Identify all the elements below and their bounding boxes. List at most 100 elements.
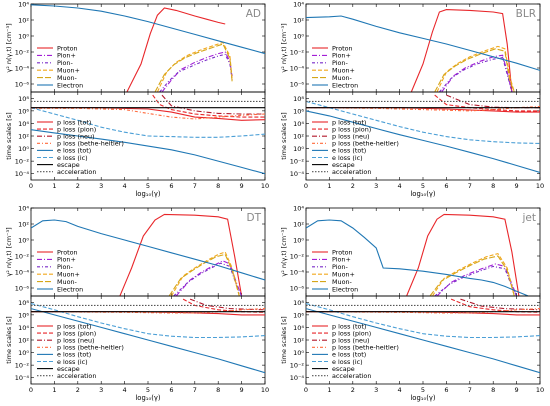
legend-label: p loss (tot) [57,322,91,330]
y-axis-label: γ² n(γ,t) [cm⁻³] [5,23,13,72]
x-tick-label: 9 [515,386,519,394]
x-tick-label: 0 [304,182,308,190]
x-tick-label: 10 [536,386,544,394]
legend-label: Muon- [332,74,352,82]
y-tick-label: 10⁸ [18,299,29,307]
x-tick-label: 10 [536,182,544,190]
series-line-muon- [156,41,233,92]
series-line-muon- [154,43,233,92]
x-tick-label: 7 [468,386,472,394]
series-line-muon- [429,255,515,296]
y-tick-label: 10⁻² [15,362,30,370]
legend-label: p loss (bethe-heitler) [332,344,399,352]
series-line-p-loss-neu- [189,298,265,311]
series-line-e-loss-ic- [31,302,265,339]
x-tick-label: 3 [374,386,378,394]
x-tick-label: 4 [398,386,402,394]
y-tick-label: 10⁻⁶ [290,81,305,89]
x-tick-label: 2 [351,386,355,394]
series-line-e-loss-ic- [31,107,265,138]
series-line-muon- [170,251,240,296]
legend-label: Pion- [57,59,73,67]
legend-label: escape [57,161,80,169]
legend-label: p loss (neu) [57,133,94,141]
series-line-muon- [434,48,515,92]
x-tick-label: 1 [327,386,331,394]
legend-label: p loss (pion) [332,329,371,337]
legend-label: Muon+ [332,271,355,279]
y-tick-label: 10⁻⁴ [290,374,305,382]
y-tick-label: 10⁰ [18,145,29,153]
x-axis-label: log₁₀(γ) [410,190,435,198]
legend-label: Pion- [332,263,348,271]
x-tick-label: 6 [444,386,448,394]
y-tick-label: 10⁻⁶ [15,285,30,293]
series-group [31,213,265,296]
legend-label: acceleration [332,372,371,380]
legend-label: p loss (tot) [332,118,366,126]
y-axis-label: γ² n(γ,t) [cm⁻³] [280,227,288,276]
legend-label: Proton [332,44,353,52]
y-tick-label: 10² [293,17,304,25]
series-line-e-loss-ic- [306,100,540,145]
series-line-e-loss-tot- [31,129,265,175]
y-tick-label: 10⁴ [18,120,29,128]
series-line-e-loss-tot- [31,308,265,374]
x-tick-label: 10 [261,182,269,190]
x-tick-label: 4 [123,386,127,394]
y-tick-label: 10² [293,133,304,141]
y-tick-label: 10⁰ [18,237,29,245]
x-tick-label: 2 [351,182,355,190]
legend-label: Proton [57,248,78,256]
x-tick-label: 3 [99,386,103,394]
y-axis-label: γ² n(γ,t) [cm⁻³] [5,227,13,276]
series-line-p-loss-bethe-heitler- [31,308,265,314]
series-line-proton [410,9,513,92]
x-tick-label: 7 [193,386,197,394]
y-tick-label: 10⁻² [290,49,305,57]
series-line-pion- [159,53,233,92]
series-group [306,9,540,92]
y-tick-label: 10⁻² [15,158,30,166]
legend-label: p loss (bethe-heitler) [57,140,124,148]
y-tick-label: 10⁰ [18,349,29,357]
y-tick-label: 10⁻² [290,253,305,261]
series-line-electron [31,4,265,55]
legend-label: Electron [57,81,83,89]
y-tick-label: 10⁴ [18,1,29,9]
legend-label: Muon- [57,278,77,286]
x-tick-label: 6 [444,182,448,190]
y-tick-label: 10⁸ [293,299,304,307]
x-tick-label: 5 [421,386,425,394]
legend-label: p loss (pion) [57,329,96,337]
panel-jet: 10⁴ 10² 10⁰ 10⁻² 10⁻⁴ 10⁻⁶ γ² n(γ,t) [cm⁻³] Pro… [280,205,544,403]
y-axis-label: time scales [s] [5,316,13,363]
y-tick-label: 10⁻⁴ [15,65,30,73]
y-tick-label: 10² [18,133,29,141]
y-tick-label: 10⁻⁴ [290,269,305,277]
legend-label: escape [332,365,355,373]
legend-label: p loss (neu) [57,337,94,345]
legend-label: p loss (tot) [332,322,366,330]
y-tick-label: 10⁻⁴ [15,170,30,178]
y-tick-label: 10⁶ [293,107,304,115]
y-axis-label: time scales [s] [280,316,288,363]
series-line-pion- [438,56,513,92]
series-line-e-loss-tot- [306,110,540,174]
bottom-subplot: 10⁸ 10⁶ 10⁴ 10² 10⁰ 10⁻² 10⁻⁴ time scales [s] p … [5,91,266,181]
x-tick-label: 8 [491,182,495,190]
legend-label: Pion+ [57,256,76,264]
y-axis-label: time scales [s] [280,112,288,159]
top-subplot: 10⁴ 10² 10⁰ 10⁻² 10⁻⁴ 10⁻⁶ γ² n(γ,t) [cm⁻³] Pro… [280,205,541,297]
legend-label: p loss (bethe-heitler) [332,140,399,148]
y-tick-label: 10⁻² [290,158,305,166]
top-subplot: 10⁴ 10² 10⁰ 10⁻² 10⁻⁴ 10⁻⁶ γ² n(γ,t) [cm⁻³] Pro… [280,1,541,93]
legend-label: Pion- [332,59,348,67]
y-tick-label: 10⁻⁶ [15,81,30,89]
x-tick-label: 6 [169,182,173,190]
panel-label: AD [246,8,261,20]
legend-label: e loss (tot) [57,351,91,359]
y-tick-label: 10⁴ [293,205,304,213]
x-tick-label: 9 [515,182,519,190]
legend-label: e loss (tot) [332,351,366,359]
